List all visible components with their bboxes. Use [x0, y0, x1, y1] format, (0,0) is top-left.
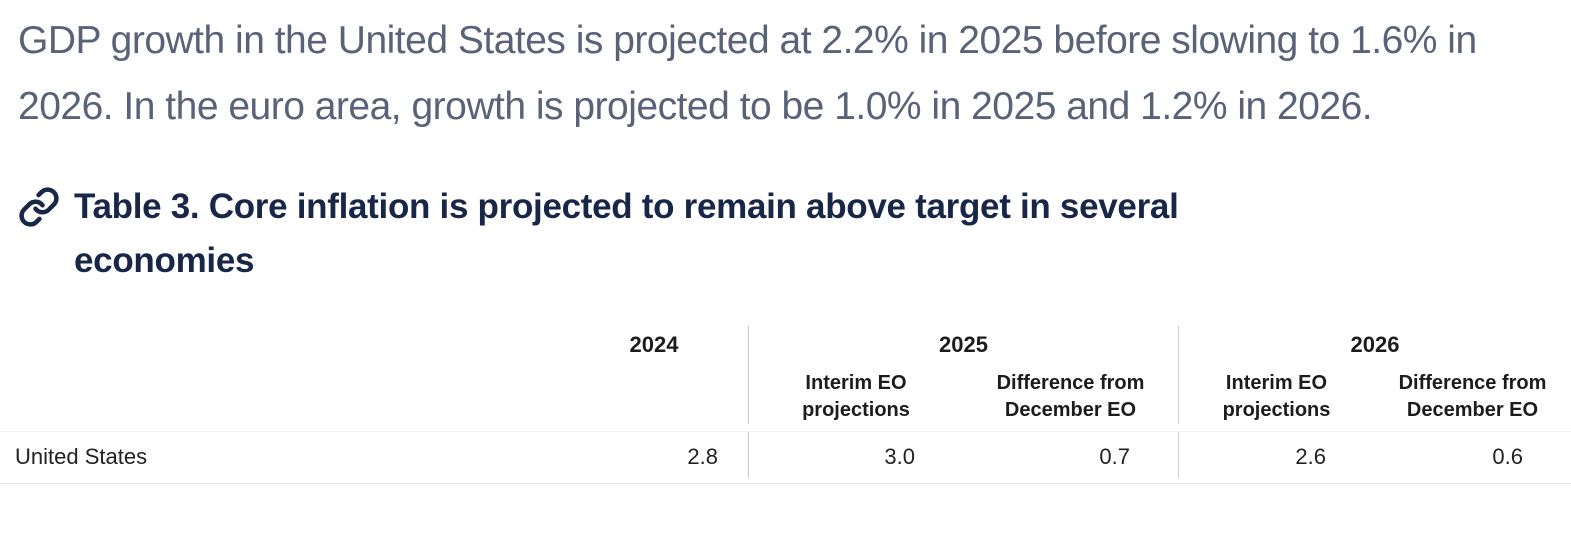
table-subheader-row: Interim EO projections Difference from D…	[0, 364, 1571, 424]
subheader-2025-difference-from-december-eo: Difference from December EO	[996, 372, 1145, 421]
value-us-2025-difference: 0.7	[1099, 444, 1130, 469]
table-heading-block: Table 3. Core inflation is projected to …	[18, 180, 1571, 288]
year-header-2026: 2026	[1178, 326, 1571, 364]
subheader-spacer-2024	[560, 364, 748, 424]
row-label-united-states: United States	[15, 444, 148, 469]
value-us-2024: 2.8	[687, 444, 718, 469]
year-header-2025: 2025	[748, 326, 1178, 364]
table-row-united-states: United States 2.8 3.0 0.7 2.6 0.6	[0, 431, 1571, 478]
gdp-growth-paragraph: GDP growth in the United States is proje…	[18, 19, 1477, 128]
table-year-header-row: 2024 2025 2026	[0, 326, 1571, 364]
subheader-2026-interim-eo-projections: Interim EO projections	[1178, 364, 1374, 424]
value-us-2026-interim: 2.6	[1178, 432, 1374, 478]
row-label-column-header	[0, 326, 560, 364]
subheader-2026-difference-from-december-eo: Difference from December EO	[1398, 372, 1547, 421]
table-row-divider	[0, 483, 1571, 484]
table-title: Table 3. Core inflation is projected to …	[74, 187, 1179, 280]
subheader-spacer	[0, 364, 560, 424]
inflation-table: 2024 2025 2026 Interim EO projections Di…	[0, 326, 1571, 484]
subheader-2025-interim-eo-projections: Interim EO projections	[748, 364, 963, 424]
year-header-2024: 2024	[629, 332, 679, 357]
value-us-2026-difference: 0.6	[1492, 444, 1523, 469]
link-icon[interactable]	[18, 186, 60, 228]
value-us-2025-interim: 3.0	[748, 432, 963, 478]
